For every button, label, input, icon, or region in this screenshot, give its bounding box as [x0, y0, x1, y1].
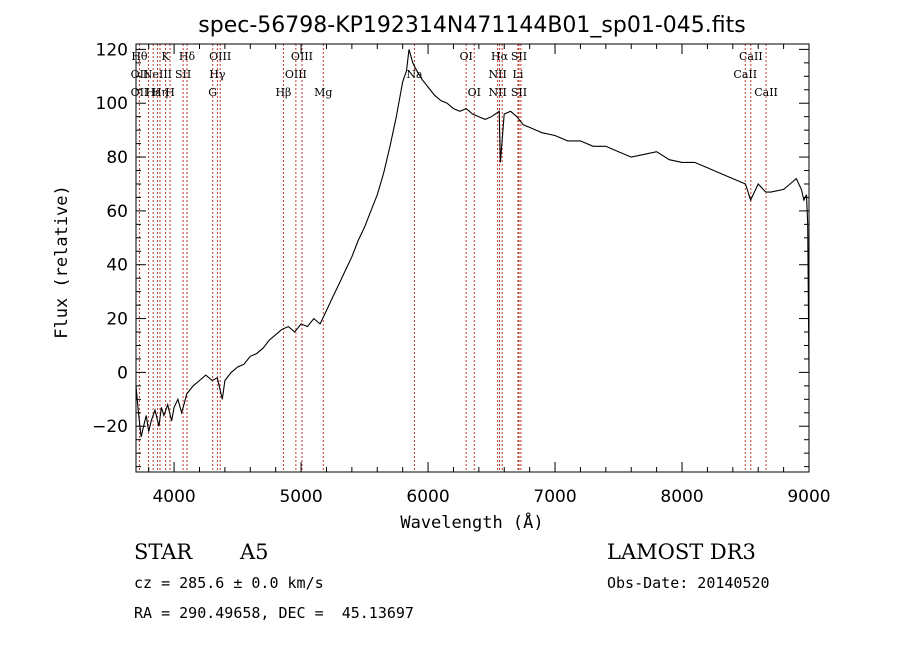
- object-class: STAR: [134, 540, 193, 564]
- observation-date: Obs-Date: 20140520: [607, 574, 770, 592]
- line-label: Hδ: [179, 50, 196, 63]
- y-tick-label: 80: [106, 148, 128, 168]
- x-tick-label: 7000: [533, 487, 576, 507]
- redshift-text: cz = 285.6 ± 0.0 km/s: [134, 574, 324, 592]
- line-label: OII: [131, 86, 149, 99]
- line-label: K: [161, 50, 170, 63]
- y-tick-label: 40: [106, 256, 128, 276]
- line-label: Na: [406, 68, 423, 81]
- y-tick-label: 0: [117, 363, 128, 383]
- chart-title: spec-56798-KP192314N471144B01_sp01-045.f…: [198, 13, 745, 38]
- line-label: OI: [459, 50, 472, 63]
- line-label: Hη: [152, 86, 168, 99]
- line-label: G: [208, 86, 217, 99]
- x-tick-label: 9000: [787, 487, 830, 507]
- line-label: Li: [513, 68, 524, 81]
- y-axis: −20 0 20 40 60 80 100 120: [92, 40, 809, 468]
- y-tick-label: 100: [96, 94, 128, 114]
- line-label: SII: [511, 86, 527, 99]
- y-tick-label: −20: [92, 417, 128, 437]
- coordinates-text: RA = 290.49658, DEC = 45.13697: [134, 604, 414, 622]
- x-tick-label: 4000: [152, 487, 195, 507]
- x-tick-label: 6000: [406, 487, 449, 507]
- x-axis: 4000 5000 6000 7000 8000 9000: [148, 44, 831, 507]
- line-label: Hβ: [275, 86, 291, 99]
- x-tick-label: 5000: [279, 487, 322, 507]
- line-label: OIII: [285, 68, 307, 81]
- x-tick-label: 8000: [660, 487, 703, 507]
- y-tick-label: 20: [106, 310, 128, 330]
- spectral-line-labels: HθOIIOIIHεNeIIIHηKHSIIHδGHγOIIIHβOIIIOII…: [131, 50, 778, 99]
- line-label: CaII: [733, 68, 757, 81]
- line-label: NII: [488, 86, 506, 99]
- flux-series-line: [135, 49, 810, 438]
- line-label: Hα: [491, 50, 509, 63]
- line-label: NII: [488, 68, 506, 81]
- line-label: Hγ: [209, 68, 226, 81]
- line-label: OI: [468, 86, 481, 99]
- line-label: OII: [131, 68, 149, 81]
- line-label: SII: [175, 68, 191, 81]
- line-label: SII: [511, 50, 527, 63]
- line-label: H: [165, 86, 175, 99]
- line-label: Hε: [145, 86, 161, 99]
- line-label: CaII: [754, 86, 778, 99]
- line-label: OIII: [209, 50, 231, 63]
- object-subclass: A5: [240, 540, 269, 564]
- y-tick-label: 60: [106, 202, 128, 222]
- line-label: NeIII: [143, 68, 172, 81]
- line-label: OIII: [291, 50, 313, 63]
- line-label: Mg: [314, 86, 332, 99]
- line-label: CaII: [739, 50, 763, 63]
- x-axis-label: Wavelength (Å): [400, 511, 543, 533]
- y-axis-label: Flux (relative): [52, 185, 72, 339]
- line-label: Hθ: [131, 50, 148, 63]
- survey-name: LAMOST DR3: [607, 540, 756, 564]
- spectral-line-markers: [138, 44, 767, 472]
- y-tick-label: 120: [96, 40, 128, 60]
- plot-frame: [135, 43, 810, 473]
